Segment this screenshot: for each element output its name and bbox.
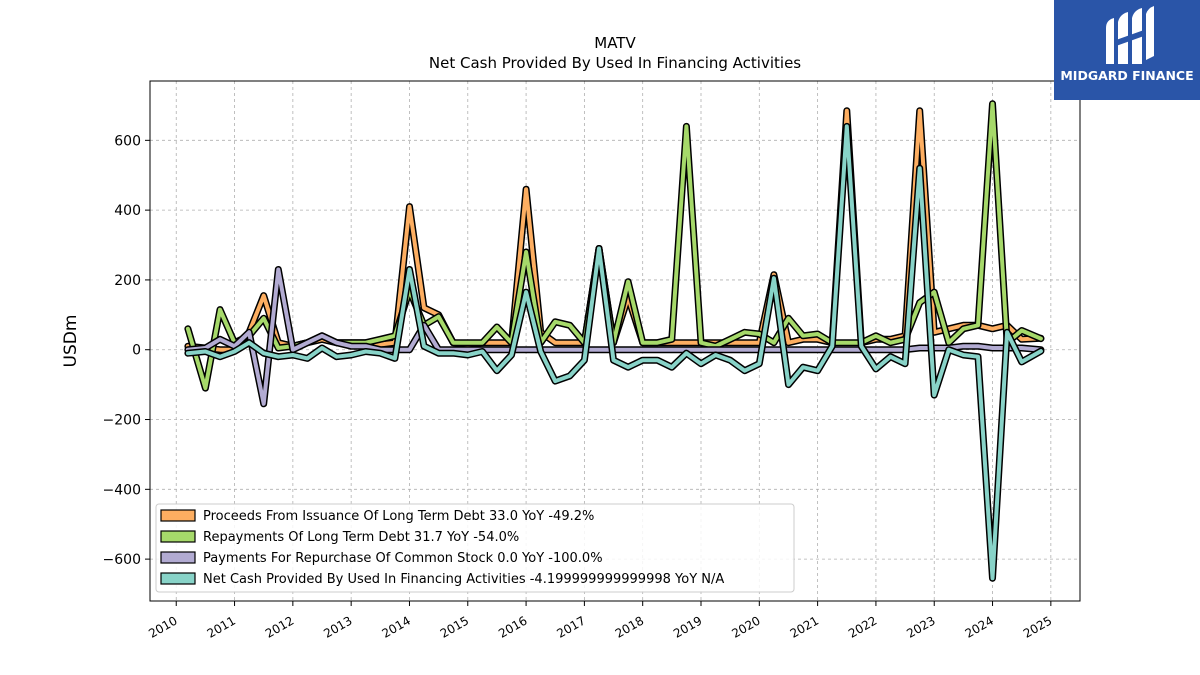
x-tick-label: 2023 [904,613,937,640]
legend-label: Payments For Repurchase Of Common Stock … [203,551,603,566]
brand-logo: MIDGARD FINANCE [1054,0,1200,100]
x-tick-label: 2025 [1021,613,1054,640]
y-tick-label: −200 [103,413,141,429]
y-tick-label: −600 [103,552,141,568]
x-tick-label: 2012 [263,613,296,640]
legend-label: Net Cash Provided By Used In Financing A… [203,572,724,587]
legend-box [155,503,795,593]
x-tick-label: 2024 [963,613,996,640]
legend: Proceeds From Issuance Of Long Term Debt… [155,503,795,593]
y-tick-label: −400 [103,482,141,498]
chart-subtitle: Net Cash Provided By Used In Financing A… [429,54,801,72]
legend-swatch [160,530,196,543]
x-tick-label: 2010 [146,613,179,640]
midgard-logo-icon [1106,6,1154,64]
legend-swatch [160,551,196,564]
y-axis-label: USDm [61,315,81,368]
legend-swatch [160,509,196,522]
series-line-4 [185,124,1043,581]
plot-area [184,100,1045,582]
legend-label: Proceeds From Issuance Of Long Term Debt… [203,509,594,524]
x-tick-label: 2020 [729,613,762,640]
y-tick-label: 200 [114,273,141,289]
x-tick-label: 2019 [671,613,704,640]
brand-name: MIDGARD FINANCE [1060,68,1194,83]
x-tick-label: 2022 [846,613,879,640]
y-tick-label: 0 [132,343,141,359]
x-tick-label: 2016 [496,613,529,640]
x-tick-label: 2021 [788,613,821,640]
chart-title: MATV [594,34,636,52]
legend-swatch [160,572,196,585]
legend-label: Repayments Of Long Term Debt 31.7 YoY -5… [203,530,519,545]
plot-frame [149,80,1081,602]
x-tick-label: 2014 [380,613,413,640]
y-tick-label: 600 [114,133,141,149]
x-tick-label: 2011 [205,613,238,640]
x-tick-label: 2013 [321,613,354,640]
x-tick-label: 2015 [438,613,471,640]
x-tick-label: 2018 [613,613,646,640]
y-tick-label: 400 [114,203,141,219]
x-tick-label: 2017 [554,613,587,640]
